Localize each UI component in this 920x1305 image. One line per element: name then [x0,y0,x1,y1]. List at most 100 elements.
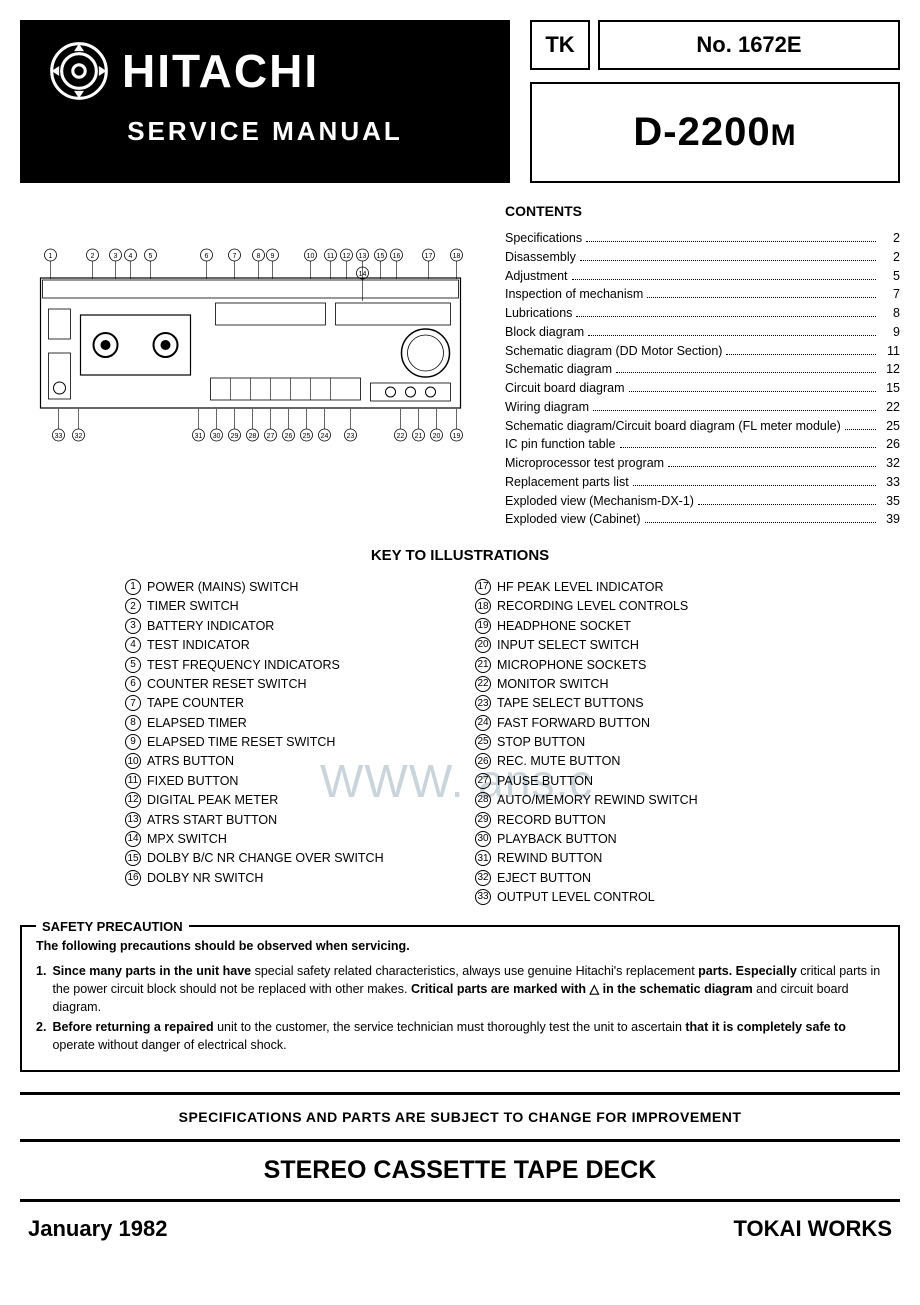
works-name: TOKAI WORKS [734,1216,892,1242]
key-number-icon: 10 [125,753,141,769]
logo-block: HITACHI SERVICE MANUAL [20,20,510,183]
key-text: DOLBY NR SWITCH [147,869,263,888]
key-item: 7TAPE COUNTER [125,694,445,713]
svg-text:16: 16 [393,253,401,260]
key-text: RECORD BUTTON [497,811,606,830]
key-number-icon: 16 [125,870,141,886]
key-number-icon: 30 [475,831,491,847]
svg-text:15: 15 [377,253,385,260]
svg-text:11: 11 [327,253,334,260]
key-text: MPX SWITCH [147,830,227,849]
toc-item: Inspection of mechanism7 [505,285,900,304]
model-text: D-2200 [633,110,770,154]
key-item: 4TEST INDICATOR [125,636,445,655]
key-number-icon: 9 [125,734,141,750]
toc-label: Microprocessor test program [505,454,664,473]
key-item: 16 DOLBY NR SWITCH [125,869,445,888]
safety-text: Before returning a repaired unit to the … [52,1018,884,1054]
key-item: 10 ATRS BUTTON [125,752,445,771]
toc-label: Adjustment [505,267,568,286]
toc-page: 5 [880,267,900,286]
toc-item: Lubrications 8 [505,304,900,323]
key-text: OUTPUT LEVEL CONTROL [497,888,655,907]
publication-date: January 1982 [28,1216,167,1242]
key-text: ATRS START BUTTON [147,811,277,830]
toc-label: Lubrications [505,304,572,323]
key-number-icon: 1 [125,579,141,595]
svg-text:7: 7 [233,253,237,260]
key-item: 15DOLBY B/C NR CHANGE OVER SWITCH [125,849,445,868]
safety-item: 1.Since many parts in the unit have spec… [36,962,884,1016]
key-item: 22MONITOR SWITCH [475,675,795,694]
key-item: 13ATRS START BUTTON [125,811,445,830]
key-number-icon: 19 [475,618,491,634]
svg-text:10: 10 [307,253,315,260]
product-title: STEREO CASSETTE TAPE DECK [20,1156,900,1185]
key-text: DIGITAL PEAK METER [147,791,278,810]
tk-label: TK [530,20,590,70]
key-number-icon: 25 [475,734,491,750]
key-text: ATRS BUTTON [147,752,234,771]
horizontal-rule [20,1199,900,1202]
toc-page: 9 [880,323,900,342]
key-number-icon: 20 [475,637,491,653]
toc-page: 35 [880,492,900,511]
key-item: 27PAUSE BUTTON [475,772,795,791]
key-item: 29RECORD BUTTON [475,811,795,830]
key-item: 12DIGITAL PEAK METER [125,791,445,810]
footer: January 1982 TOKAI WORKS [20,1216,900,1242]
key-item: 32EJECT BUTTON [475,869,795,888]
key-number-icon: 3 [125,618,141,634]
toc-item: Block diagram9 [505,323,900,342]
brand-name: HITACHI [122,44,319,98]
key-item: 17HF PEAK LEVEL INDICATOR [475,578,795,597]
toc-page: 32 [880,454,900,473]
toc-page: 22 [880,398,900,417]
key-number-icon: 28 [475,792,491,808]
svg-text:23: 23 [347,433,355,440]
svg-text:29: 29 [231,433,239,440]
safety-intro: The following precautions should be obse… [36,937,884,955]
toc-page: 8 [880,304,900,323]
key-item: 31REWIND BUTTON [475,849,795,868]
key-number-icon: 17 [475,579,491,595]
safety-number: 2. [36,1018,46,1054]
svg-text:24: 24 [321,433,329,440]
key-item: 6COUNTER RESET SWITCH [125,675,445,694]
toc-item: Exploded view (Mechanism-DX-1)35 [505,492,900,511]
toc-label: Schematic diagram (DD Motor Section) [505,342,722,361]
svg-text:12: 12 [343,253,351,260]
key-item: 14MPX SWITCH [125,830,445,849]
key-text: FAST FORWARD BUTTON [497,714,650,733]
key-number-icon: 22 [475,676,491,692]
svg-text:4: 4 [129,253,133,260]
key-number-icon: 32 [475,870,491,886]
toc-page: 2 [880,229,900,248]
key-number-icon: 31 [475,850,491,866]
svg-text:6: 6 [205,253,209,260]
key-item: 1POWER (MAINS) SWITCH [125,578,445,597]
svg-text:33: 33 [55,433,63,440]
safety-precaution-box: SAFETY PRECAUTION The following precauti… [20,925,900,1072]
key-text: STOP BUTTON [497,733,585,752]
svg-text:20: 20 [433,433,441,440]
toc-item: Schematic diagram12 [505,360,900,379]
toc-page: 12 [880,360,900,379]
key-item: 20INPUT SELECT SWITCH [475,636,795,655]
key-number-icon: 23 [475,695,491,711]
toc-item: Circuit board diagram15 [505,379,900,398]
key-number-icon: 2 [125,598,141,614]
key-text: AUTO/MEMORY REWIND SWITCH [497,791,698,810]
toc-label: Specifications [505,229,582,248]
safety-text: Since many parts in the unit have specia… [52,962,884,1016]
key-number-icon: 7 [125,695,141,711]
svg-text:13: 13 [359,253,367,260]
svg-text:14: 14 [359,271,367,278]
svg-text:9: 9 [271,253,275,260]
key-number-icon: 33 [475,889,491,905]
key-number-icon: 8 [125,715,141,731]
svg-text:31: 31 [195,433,203,440]
change-notice: SPECIFICATIONS AND PARTS ARE SUBJECT TO … [20,1109,900,1125]
key-item: 3BATTERY INDICATOR [125,617,445,636]
key-text: TAPE SELECT BUTTONS [497,694,644,713]
